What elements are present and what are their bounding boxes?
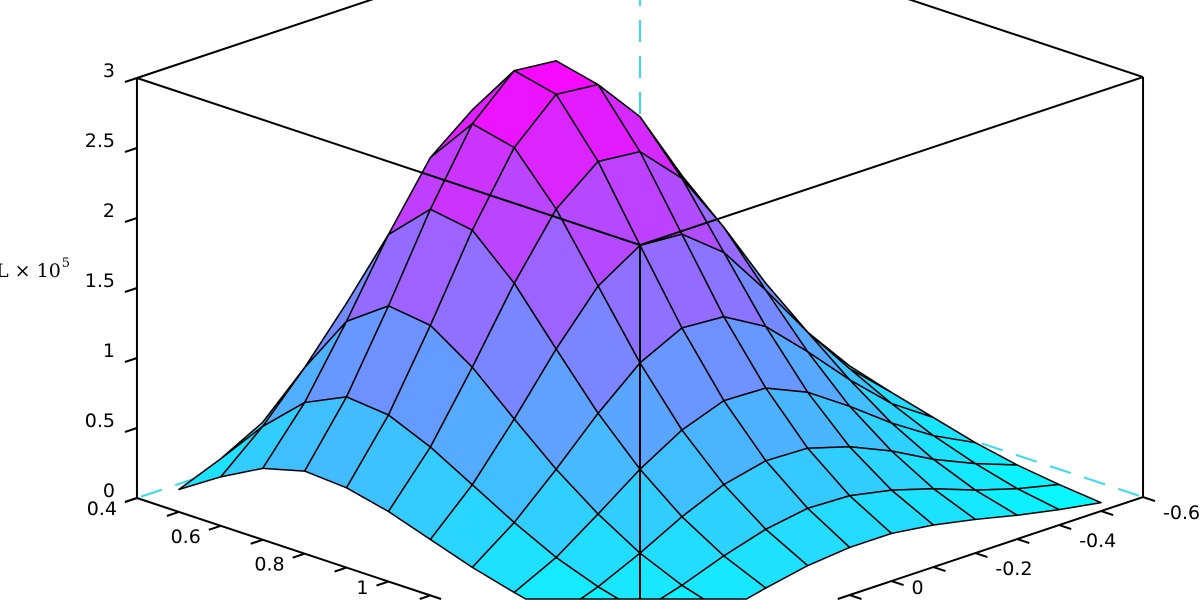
y-tick-label: -0.6 xyxy=(1163,502,1200,524)
z-tick-mark xyxy=(124,147,138,153)
x-tick-label: 0.4 xyxy=(87,498,117,520)
y-tick-mark xyxy=(1100,510,1114,516)
x-tick-mark xyxy=(419,594,431,600)
y-axis-line xyxy=(837,496,1144,600)
x-tick-mark xyxy=(334,566,347,573)
z-tick-label: 0 xyxy=(103,480,115,502)
top-back-right-edge xyxy=(907,0,1144,78)
z-tick-mark xyxy=(124,77,138,83)
x-tick-mark xyxy=(208,524,222,531)
x-axis-line xyxy=(136,497,442,600)
surface-patch xyxy=(513,556,599,600)
x-tick-label: 0.6 xyxy=(171,526,201,548)
z-tick-mark xyxy=(124,427,138,433)
y-tick-mark xyxy=(933,566,946,572)
top-back-left-edge xyxy=(136,0,374,79)
y-tick-mark xyxy=(849,594,862,600)
tick-group: 0 0.5 1 1.5 2 2.5 3 0.4 0.6 0.8 1 -0.6 -0.4 -0.2 0 xyxy=(85,60,1200,600)
y-tick-label: -0.2 xyxy=(995,558,1032,580)
y-tick-mark xyxy=(1016,538,1030,544)
x-tick-label: 0.8 xyxy=(254,554,284,576)
x-tick-mark xyxy=(166,510,180,517)
y-tick-mark xyxy=(891,580,904,586)
y-tick-mark xyxy=(1058,524,1072,530)
surface-patch xyxy=(579,586,620,600)
y-tick-mark xyxy=(1142,496,1156,502)
x-tick-mark xyxy=(124,497,138,503)
top-front-left-edge xyxy=(136,77,641,246)
x-tick-mark xyxy=(376,580,389,587)
z-tick-label: 1.5 xyxy=(85,270,115,292)
z-tick-label: 1 xyxy=(103,340,115,362)
surface-patch xyxy=(681,555,767,600)
y-tick-mark xyxy=(975,552,988,558)
z-tick-label: 3 xyxy=(103,60,115,82)
x-tick-label: 1 xyxy=(356,577,368,599)
surface-mesh xyxy=(178,60,1102,600)
z-tick-label: 2 xyxy=(103,200,115,222)
z-tick-mark xyxy=(124,357,138,363)
x-tick-mark xyxy=(250,538,264,545)
y-tick-label: -0.4 xyxy=(1079,530,1116,552)
z-tick-label: 0.5 xyxy=(85,410,115,432)
x-tick-mark xyxy=(292,552,305,559)
z-axis-label: L × 10 xyxy=(0,260,61,282)
z-tick-label: 2.5 xyxy=(85,130,115,152)
z-axis-label-exponent: 5 xyxy=(62,256,70,271)
top-front-right-edge xyxy=(639,76,1144,246)
z-tick-mark xyxy=(124,217,138,223)
z-tick-mark xyxy=(124,287,138,293)
surface-patch xyxy=(659,584,705,600)
y-tick-label: 0 xyxy=(912,577,924,599)
